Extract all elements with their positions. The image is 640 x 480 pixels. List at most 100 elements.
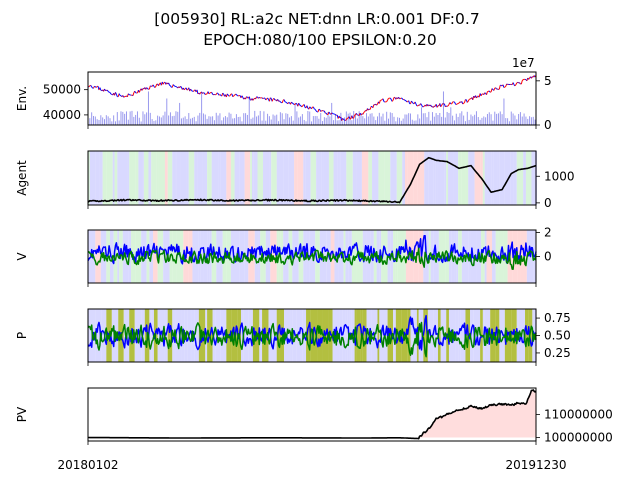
panel-value: 0 2 V xyxy=(15,225,552,287)
price-segment xyxy=(127,93,130,96)
policy-action-band xyxy=(433,309,438,362)
agent-action-band xyxy=(437,151,445,205)
price-segment xyxy=(94,86,97,88)
price-segment xyxy=(236,94,238,96)
price-segment xyxy=(262,97,265,100)
value-action-band xyxy=(451,230,455,283)
agent-action-band xyxy=(99,151,103,205)
price-segment xyxy=(506,83,508,85)
agent-action-band xyxy=(197,151,203,205)
price-segment xyxy=(104,88,106,91)
agent-action-band xyxy=(234,151,240,205)
price-segment xyxy=(493,87,496,91)
price-segment xyxy=(208,92,211,95)
price-segment xyxy=(405,100,408,103)
agent-holdings-line xyxy=(87,156,537,204)
price-segment xyxy=(486,91,488,95)
agent-action-band xyxy=(244,151,251,205)
price-segment xyxy=(497,88,499,91)
agent-action-band xyxy=(328,151,334,205)
agent-action-band xyxy=(487,151,492,205)
price-segment xyxy=(211,92,214,95)
price-segment xyxy=(369,106,372,110)
agent-action-band xyxy=(262,151,270,205)
policy-action-band xyxy=(243,309,249,362)
price-segment xyxy=(411,100,413,103)
agent-action-band xyxy=(444,151,447,205)
agent-action-band xyxy=(211,151,219,205)
price-segment xyxy=(449,102,452,105)
price-segment xyxy=(335,114,337,116)
price-segment xyxy=(520,80,523,85)
price-segment xyxy=(162,82,165,85)
agent-action-band xyxy=(88,151,90,205)
price-segment xyxy=(173,85,176,87)
value-action-band xyxy=(276,230,279,283)
policy-ylabel: P xyxy=(15,332,29,339)
policy-action-band xyxy=(306,309,311,362)
agent-action-band xyxy=(271,151,277,205)
value-action-band xyxy=(470,230,477,283)
price-segment xyxy=(253,97,256,100)
price-segment xyxy=(158,83,160,86)
price-segment xyxy=(199,92,202,95)
price-segment xyxy=(367,108,370,111)
price-segment xyxy=(362,112,365,115)
policy-y-tick-label: 0.50 xyxy=(544,329,571,343)
agent-action-band xyxy=(356,151,362,205)
price-segment xyxy=(190,88,192,91)
price-segment xyxy=(219,94,222,96)
agent-action-band xyxy=(112,151,115,205)
price-segment xyxy=(301,104,304,107)
agent-y-tick-label: 0 xyxy=(544,196,552,210)
pv-ylabel: PV xyxy=(15,406,29,422)
agent-action-band xyxy=(180,151,187,205)
price-segment xyxy=(440,105,443,108)
agent-action-band xyxy=(316,151,322,205)
value-action-band xyxy=(393,230,396,283)
policy-y-tick-label: 0.25 xyxy=(544,346,571,360)
price-segment xyxy=(227,94,230,97)
price-segment xyxy=(415,103,418,107)
agent-action-band xyxy=(250,151,252,205)
price-segment xyxy=(259,96,261,99)
price-segment xyxy=(380,99,383,101)
price-segment xyxy=(530,76,533,79)
value-y-tick-label: 2 xyxy=(544,225,552,239)
chart-title-line-2: EPOCH:080/100 EPSILON:0.20 xyxy=(203,31,437,49)
agent-action-band xyxy=(510,151,514,205)
price-segment xyxy=(294,102,297,105)
price-segment xyxy=(222,92,224,95)
agent-action-band xyxy=(321,151,324,205)
price-segment xyxy=(392,97,395,101)
agent-action-band xyxy=(504,151,511,205)
price-segment xyxy=(170,85,172,88)
panel-policy: 0.25 0.50 0.75 P xyxy=(15,308,571,366)
agent-action-band xyxy=(294,151,298,205)
agent-action-band xyxy=(102,151,107,205)
price-segment xyxy=(132,92,135,96)
price-segment xyxy=(382,98,385,102)
price-segment xyxy=(99,87,102,91)
price-segment xyxy=(398,96,400,99)
value-action-band xyxy=(415,230,419,283)
agent-action-band xyxy=(176,151,181,205)
policy-action-band xyxy=(470,309,474,362)
price-segment xyxy=(332,112,334,115)
price-segment xyxy=(354,114,356,116)
chart-title-line-1: [005930] RL:a2c NET:dnn LR:0.001 DF:0.7 xyxy=(154,10,479,28)
agent-action-band xyxy=(186,151,189,205)
agent-action-band xyxy=(89,151,96,205)
agent-action-band xyxy=(361,151,369,205)
price-segment xyxy=(417,104,420,107)
agent-action-band xyxy=(372,151,379,205)
price-segment xyxy=(298,102,301,106)
policy-action-band xyxy=(149,309,152,362)
agent-action-band xyxy=(384,151,391,205)
price-segment xyxy=(309,106,312,109)
price-segment xyxy=(484,92,486,94)
agent-action-band xyxy=(352,151,357,205)
price-segment xyxy=(246,96,248,98)
policy-action-band xyxy=(460,309,466,362)
price-segment xyxy=(498,88,500,91)
